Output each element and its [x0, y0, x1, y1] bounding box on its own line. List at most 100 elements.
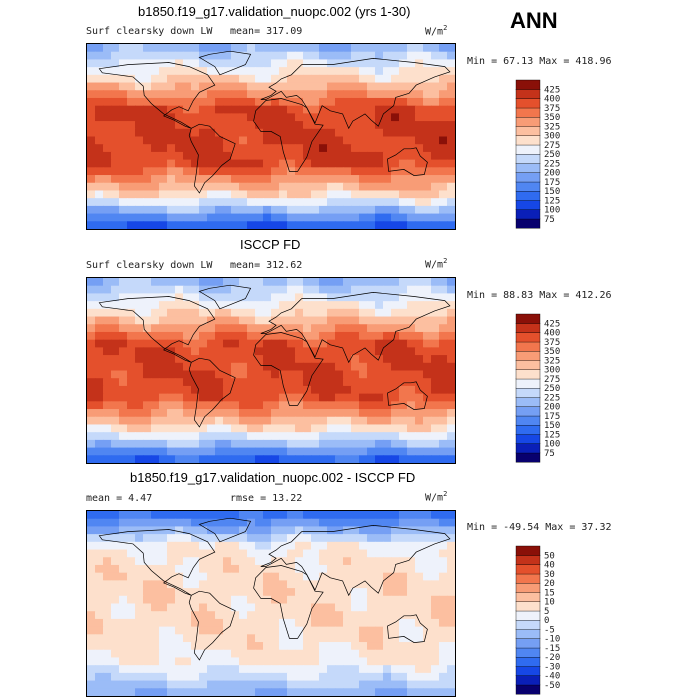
map-cell: [231, 221, 240, 229]
map-cell: [279, 409, 288, 418]
map-cell: [151, 393, 160, 402]
map-cell: [103, 409, 112, 418]
map-cell: [127, 657, 136, 666]
map-cell: [111, 439, 120, 449]
map-cell: [223, 385, 232, 395]
map-cell: [271, 401, 280, 410]
map-cell: [103, 642, 112, 651]
map-cell: [447, 672, 455, 682]
map-cell: [375, 105, 384, 114]
colorbar-tick-label: 20: [544, 579, 555, 589]
map-cell: [375, 151, 384, 161]
map-cell: [407, 51, 416, 61]
map-cell: [191, 447, 200, 456]
map-cell: [287, 370, 296, 379]
map-cell: [207, 680, 216, 689]
map-cell: [311, 316, 320, 325]
map-cell: [367, 175, 376, 184]
map-cell: [191, 424, 200, 433]
map-cell: [159, 136, 168, 145]
map-cell: [391, 370, 400, 379]
map-cell: [279, 626, 288, 635]
map-cell: [287, 105, 296, 114]
map-cell: [287, 113, 296, 122]
map-cell: [151, 511, 160, 520]
map-cell: [327, 649, 336, 659]
map-cell: [215, 128, 224, 138]
map-cell: [143, 393, 152, 402]
map-cell: [295, 182, 304, 192]
map-cell: [383, 642, 392, 651]
map-cell: [207, 611, 216, 620]
map-cell: [303, 424, 312, 433]
map-cell: [343, 572, 352, 581]
map-cell: [319, 432, 328, 441]
map-cell: [175, 657, 184, 666]
map-cell: [287, 128, 296, 138]
map-cell: [367, 301, 376, 310]
panel-1-units: W/m2: [425, 24, 448, 38]
map-cell: [303, 378, 312, 387]
map-cell: [311, 680, 320, 689]
map-cell: [239, 308, 248, 318]
map-cell: [439, 293, 448, 302]
map-cell: [151, 44, 160, 53]
map-cell: [287, 293, 296, 302]
map-cell: [183, 136, 192, 145]
map-cell: [271, 424, 280, 433]
map-cell: [351, 190, 360, 199]
map-cell: [271, 198, 280, 207]
map-cell: [415, 67, 424, 76]
map-cell: [231, 159, 240, 168]
map-cell: [119, 121, 128, 130]
map-cell: [135, 285, 144, 295]
map-cell: [95, 97, 104, 107]
map-cell: [383, 82, 392, 91]
map-cell: [383, 151, 392, 161]
map-cell: [247, 393, 256, 402]
map-cell: [271, 355, 280, 364]
map-cell: [103, 44, 112, 53]
map-cell: [383, 572, 392, 581]
map-cell: [127, 534, 136, 543]
map-cell: [143, 128, 152, 138]
map-cell: [103, 74, 112, 84]
map-cell: [367, 167, 376, 176]
map-cell: [239, 59, 248, 68]
map-cell: [311, 128, 320, 138]
map-cell: [215, 603, 224, 612]
map-cell: [207, 416, 216, 426]
map-cell: [167, 518, 176, 528]
map-cell: [311, 511, 320, 520]
map-cell: [375, 82, 384, 91]
map-cell: [295, 144, 304, 153]
map-cell: [359, 534, 368, 543]
map-cell: [423, 213, 432, 222]
map-cell: [87, 293, 96, 302]
map-cell: [415, 526, 424, 535]
map-cell: [391, 564, 400, 574]
map-cell: [351, 285, 360, 295]
map-cell: [391, 401, 400, 410]
map-cell: [151, 144, 160, 153]
map-cell: [399, 534, 408, 543]
map-cell: [375, 190, 384, 199]
map-cell: [391, 511, 400, 520]
map-cell: [239, 74, 248, 84]
map-cell: [327, 432, 336, 441]
map-cell: [311, 339, 320, 348]
map-cell: [351, 278, 360, 287]
map-cell: [375, 128, 384, 138]
map-cell: [423, 518, 432, 528]
map-cell: [367, 557, 376, 566]
map-cell: [423, 67, 432, 76]
map-cell: [327, 611, 336, 620]
map-cell: [375, 680, 384, 689]
map-cell: [439, 182, 448, 192]
map-cell: [95, 518, 104, 528]
map-cell: [279, 136, 288, 145]
map-cell: [95, 90, 104, 99]
map-cell: [287, 657, 296, 666]
map-cell: [423, 82, 432, 91]
map-cell: [431, 642, 440, 651]
